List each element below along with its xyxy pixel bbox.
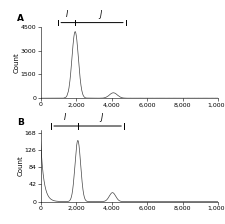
Text: A: A bbox=[17, 14, 24, 23]
Text: B: B bbox=[17, 118, 24, 127]
Text: J: J bbox=[100, 113, 102, 123]
Text: I: I bbox=[66, 10, 68, 19]
Text: I: I bbox=[63, 113, 66, 123]
Y-axis label: Count: Count bbox=[13, 52, 19, 73]
Text: J: J bbox=[99, 10, 102, 19]
Y-axis label: Count: Count bbox=[17, 155, 23, 176]
